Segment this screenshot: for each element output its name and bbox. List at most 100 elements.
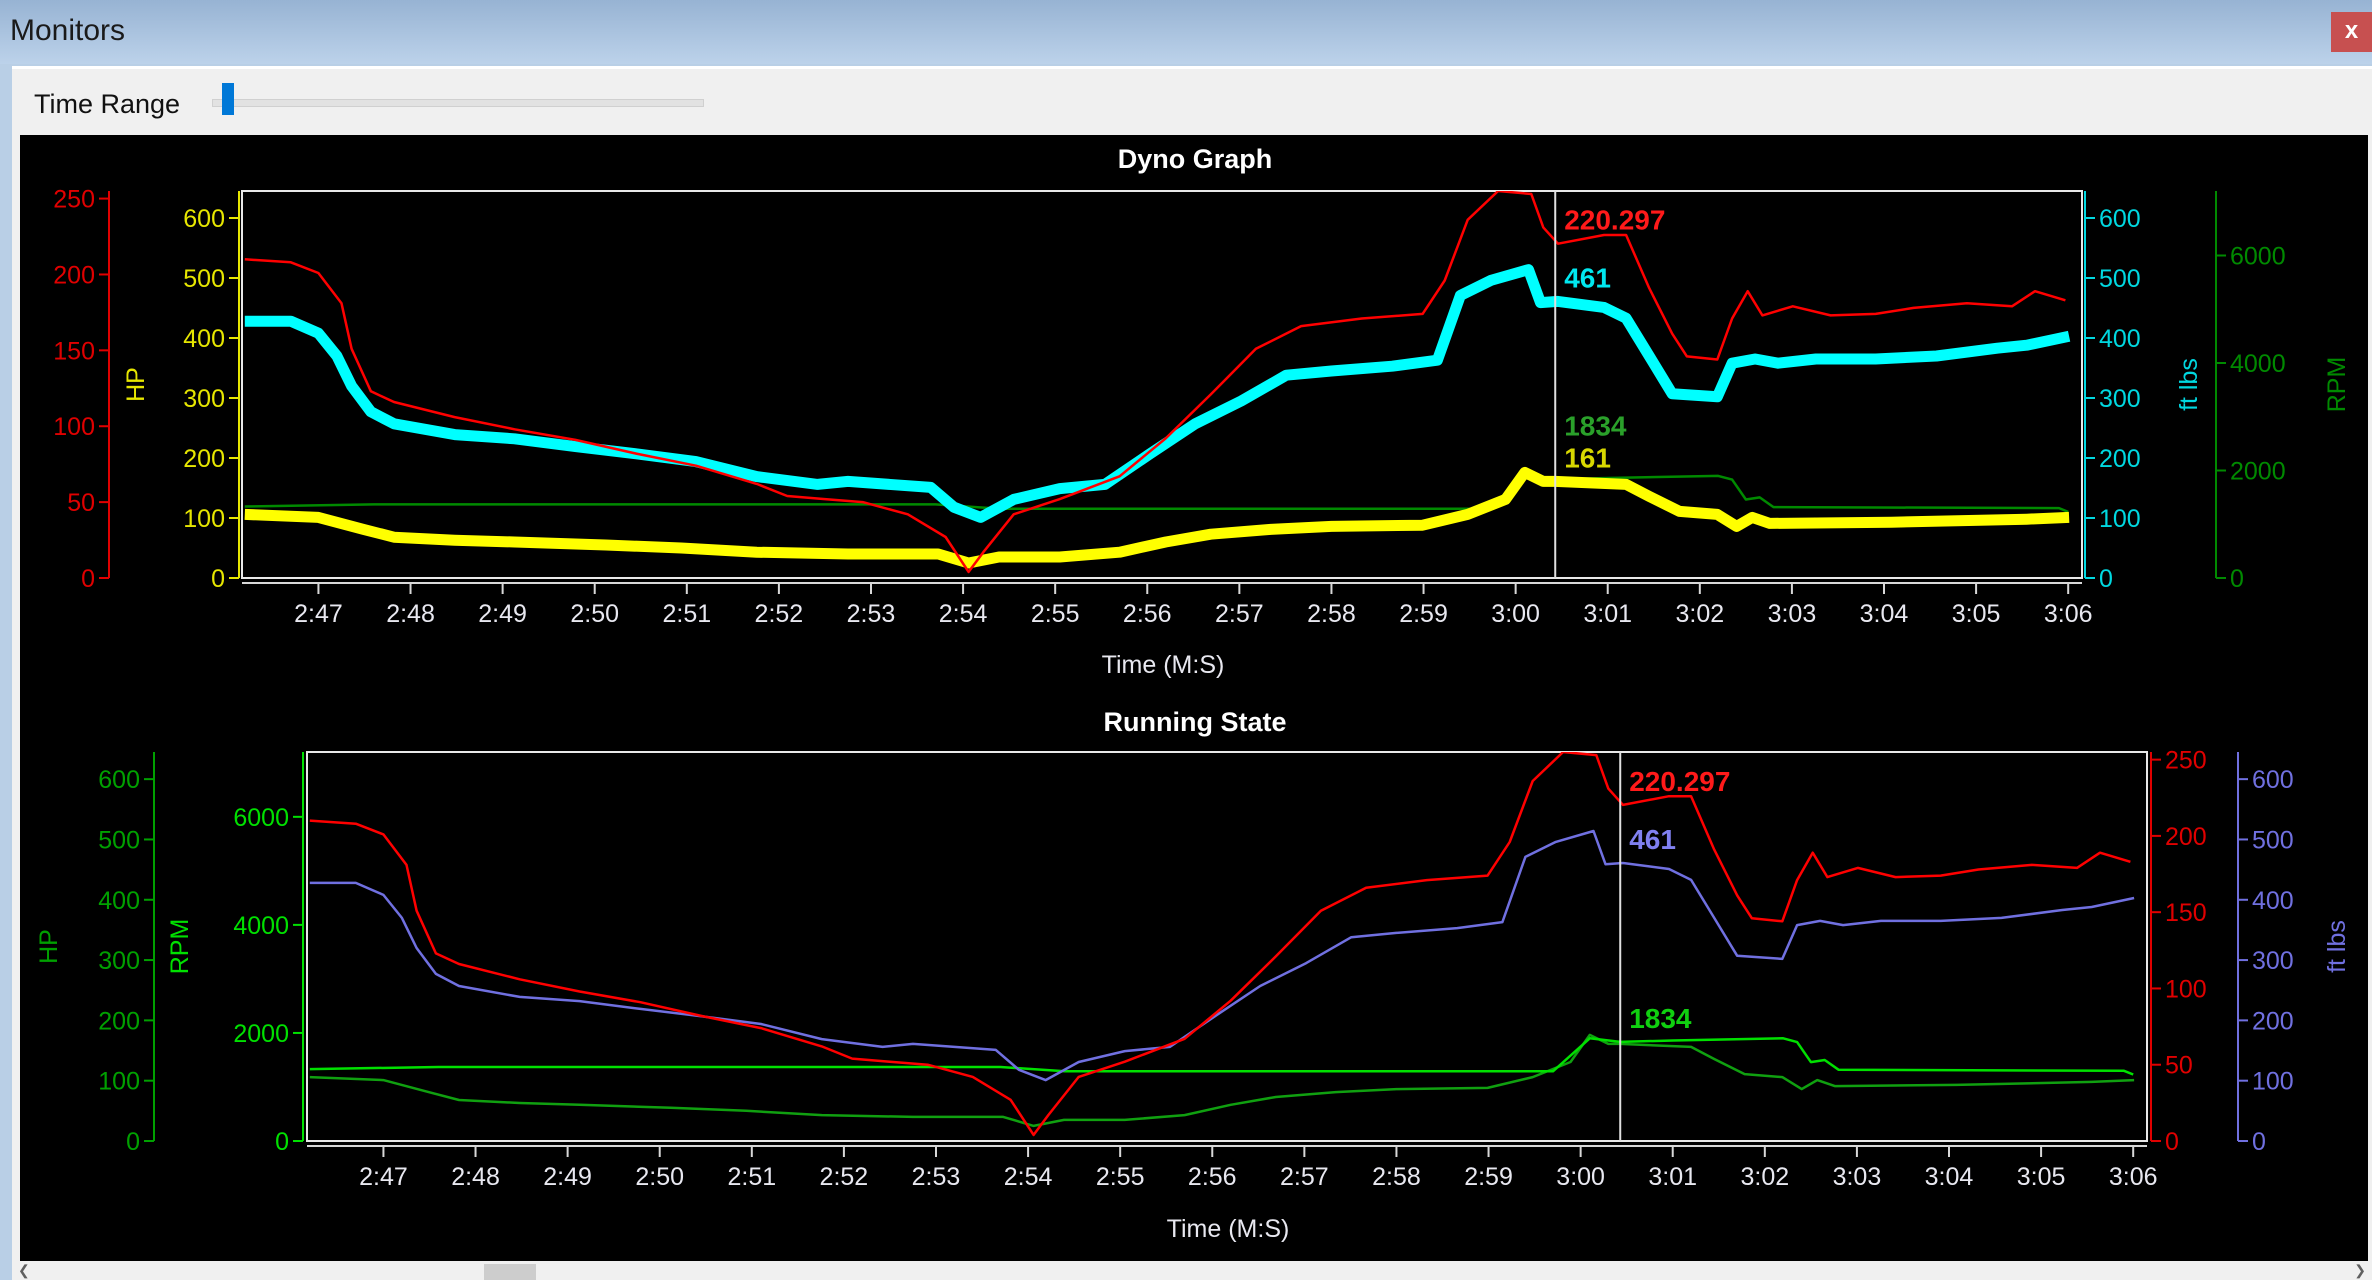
y-tick-label: 500	[2252, 826, 2294, 854]
x-tick-label: 2:52	[755, 600, 804, 628]
y-tick-label: 400	[98, 887, 140, 915]
cursor-value-label: 161	[1564, 442, 1611, 473]
x-tick-label: 2:58	[1307, 600, 1356, 628]
y-axis-title: RPM	[2323, 357, 2351, 413]
y-tick-label: 0	[2230, 565, 2244, 593]
y-tick-label: 600	[98, 766, 140, 794]
x-tick-label: 3:00	[1556, 1163, 1605, 1191]
y-tick-label: 6000	[233, 804, 289, 832]
y-tick-label: 150	[53, 337, 95, 365]
x-tick-label: 2:53	[912, 1163, 961, 1191]
cursor-value-label: 461	[1564, 262, 1611, 293]
time-range-label: Time Range	[34, 89, 181, 119]
y-tick-label: 500	[183, 265, 225, 293]
x-tick-label: 2:58	[1372, 1163, 1421, 1191]
y-tick-label: 200	[183, 445, 225, 473]
x-tick-label: 3:04	[1925, 1163, 1974, 1191]
y-tick-label: 250	[53, 186, 95, 214]
y-tick-label: 100	[2252, 1068, 2294, 1096]
series-line-hp_alt	[244, 466, 2070, 569]
close-button[interactable]: x	[2331, 12, 2372, 52]
x-tick-label: 2:55	[1031, 600, 1080, 628]
series-line-torque	[309, 829, 2135, 1082]
y-tick-label: 100	[2099, 505, 2141, 533]
window-titlebar: Monitors x	[0, 0, 2372, 64]
x-axis-title: Time (M:S)	[1102, 651, 1225, 679]
time-range-slider[interactable]	[212, 83, 704, 115]
x-tick-label: 3:06	[2109, 1163, 2158, 1191]
y-tick-label: 50	[2165, 1052, 2193, 1080]
y-axis-title: ft lbs	[2175, 358, 2203, 411]
x-tick-label: 2:56	[1123, 600, 1172, 628]
y-axis: 0 100 200 300 400 500 600 HP	[122, 191, 240, 593]
cursor-value-label: 220.297	[1564, 205, 1665, 236]
y-tick-label: 0	[2099, 565, 2113, 593]
y-axis: 0 100 200 300 400 500 600 ft lbs	[2084, 191, 2203, 593]
cursor-value-label: 220.297	[1629, 766, 1730, 797]
y-axis: 0 100 200 300 400 500 600 HP	[35, 752, 155, 1156]
y-axis-title: ft lbs	[2323, 920, 2351, 973]
slider-thumb[interactable]	[221, 83, 234, 115]
x-tick-label: 2:57	[1280, 1163, 1329, 1191]
slider-track[interactable]	[212, 99, 704, 107]
y-tick-label: 0	[2165, 1128, 2179, 1156]
x-tick-label: 2:51	[727, 1163, 776, 1191]
y-tick-label: 500	[2099, 265, 2141, 293]
y-tick-label: 200	[2252, 1007, 2294, 1035]
series-line-hp	[309, 752, 2131, 1137]
scroll-right-icon[interactable]: ❯	[2354, 1262, 2366, 1278]
y-tick-label: 100	[183, 505, 225, 533]
y-tick-label: 250	[2165, 747, 2207, 775]
y-tick-label: 200	[53, 261, 95, 289]
y-tick-label: 400	[183, 325, 225, 353]
series-line-torque	[244, 264, 2071, 523]
y-tick-label: 400	[2252, 887, 2294, 915]
x-tick-label: 2:51	[662, 600, 711, 628]
x-tick-label: 2:52	[820, 1163, 869, 1191]
y-tick-label: 2000	[2230, 458, 2286, 486]
x-tick-label: 2:47	[359, 1163, 408, 1191]
y-tick-label: 300	[2252, 947, 2294, 975]
y-tick-label: 50	[67, 489, 95, 517]
chart-title: Dyno Graph	[1118, 144, 1273, 174]
toolbar: Time Range	[12, 66, 2372, 136]
x-tick-label: 2:48	[386, 600, 435, 628]
horizontal-scrollbar[interactable]: ❮ ❯	[12, 1262, 2372, 1280]
scroll-left-icon[interactable]: ❮	[18, 1262, 30, 1278]
cursor-value-label: 1834	[1564, 410, 1627, 441]
plot-border	[306, 751, 2148, 1142]
x-tick-label: 3:01	[1583, 600, 1632, 628]
x-tick-label: 2:50	[570, 600, 619, 628]
x-tick-label: 2:57	[1215, 600, 1264, 628]
y-tick-label: 6000	[2230, 243, 2286, 271]
y-tick-label: 200	[2165, 823, 2207, 851]
x-tick-label: 3:05	[2017, 1163, 2066, 1191]
x-tick-label: 2:47	[294, 600, 343, 628]
x-tick-label: 3:04	[1860, 600, 1909, 628]
series-line-rpm	[244, 474, 2069, 514]
x-tick-label: 2:56	[1188, 1163, 1237, 1191]
x-tick-label: 2:55	[1096, 1163, 1145, 1191]
y-tick-label: 0	[275, 1128, 289, 1156]
y-tick-label: 150	[2165, 899, 2207, 927]
scrollbar-thumb[interactable]	[484, 1264, 536, 1280]
y-tick-label: 400	[2099, 325, 2141, 353]
x-axis-title: Time (M:S)	[1167, 1215, 1290, 1243]
y-axis-title: HP	[35, 929, 63, 964]
cursor-value-label: 1834	[1629, 1003, 1692, 1034]
chart-area	[20, 135, 2368, 1261]
y-tick-label: 100	[2165, 975, 2207, 1003]
y-tick-label: 0	[2252, 1128, 2266, 1156]
y-axis: 0 50 100 150 200 250	[2150, 747, 2207, 1156]
y-tick-label: 200	[2099, 445, 2141, 473]
y-axis: 0 2000 4000 6000 RPM	[166, 752, 304, 1156]
y-tick-label: 100	[98, 1068, 140, 1096]
chart-1: Running State0100200300400500600HP020004…	[35, 707, 2351, 1243]
x-tick-label: 2:59	[1464, 1163, 1513, 1191]
x-tick-label: 2:54	[1004, 1163, 1053, 1191]
x-tick-label: 3:06	[2044, 600, 2093, 628]
x-tick-label: 3:00	[1491, 600, 1540, 628]
y-tick-label: 600	[2099, 205, 2141, 233]
series-line-hp	[244, 191, 2066, 574]
